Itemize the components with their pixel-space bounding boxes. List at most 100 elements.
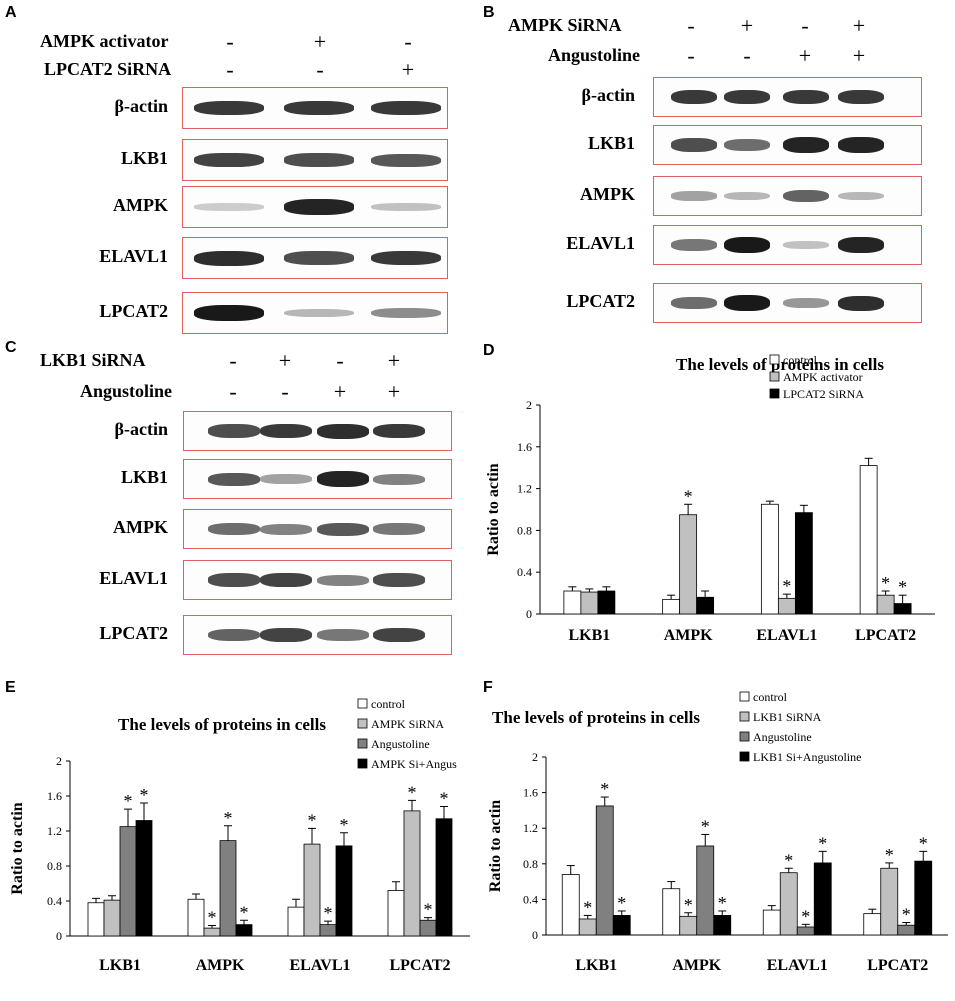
blot-band (371, 250, 441, 266)
significance-marker: * (784, 850, 793, 870)
legend-swatch (357, 718, 368, 729)
legend-label: control (371, 697, 406, 711)
western-blot-panel-b: B AMPK SiRNA - + - + Angustoline - - + + β-actin LKB… (480, 0, 955, 335)
blot-band (284, 251, 354, 265)
blot-band (260, 474, 312, 484)
significance-marker: * (919, 833, 928, 853)
blot-strip (182, 292, 448, 334)
treatment-sign: + (852, 13, 866, 38)
treatment-label: Angustoline (80, 381, 173, 401)
blot-strip (183, 560, 452, 600)
category-label: AMPK (672, 957, 721, 974)
treatment-label: AMPK SiRNA (508, 15, 622, 35)
blot-band (317, 522, 369, 536)
panel-label: D (483, 342, 495, 359)
y-tick-label: 1.2 (47, 824, 62, 838)
legend-swatch (739, 691, 750, 702)
y-tick-label: 2 (532, 750, 538, 764)
y-tick-label: 0.8 (47, 859, 62, 873)
blot-band (284, 308, 354, 318)
blot-strip (183, 615, 452, 655)
y-tick-label: 0.4 (47, 894, 62, 908)
chart-title: The levels of proteins in cells (118, 715, 326, 734)
significance-marker: * (885, 845, 894, 865)
significance-marker: * (224, 808, 233, 828)
significance-marker: * (440, 789, 449, 809)
blot-strip (183, 459, 452, 499)
protein-row-label: ELAVL1 (99, 246, 168, 266)
blot-strip (653, 77, 922, 117)
protein-row-label: ELAVL1 (566, 233, 635, 253)
treatment-sign: - (687, 13, 695, 38)
bar (235, 924, 253, 937)
chart-svg: E The levels of proteins in cells 0 0.4 0.8 1… (5, 679, 470, 974)
legend-label: Angustoline (371, 737, 430, 751)
bar (880, 867, 899, 936)
blot-band (194, 305, 264, 321)
bar (679, 915, 698, 936)
blot-band (317, 471, 369, 487)
blot-band (671, 191, 717, 201)
bar (813, 862, 832, 936)
treatment-sign: + (387, 348, 401, 373)
blot-strip (182, 237, 448, 279)
legend-swatch (739, 711, 750, 722)
legend-swatch (739, 751, 750, 762)
bar (760, 503, 779, 615)
treatment-sign: - (801, 13, 809, 38)
y-tick-label: 1.2 (517, 482, 532, 496)
significance-marker: * (408, 782, 417, 802)
treatment-sign: - (404, 29, 412, 54)
y-tick-label: 1.6 (523, 786, 538, 800)
category-label: LKB1 (575, 957, 617, 974)
bar (696, 596, 715, 615)
blot-strip (182, 139, 448, 181)
treatment-label: Angustoline (548, 45, 641, 65)
treatment-sign: + (333, 379, 347, 404)
blot-band (284, 100, 354, 116)
protein-row-label: LPCAT2 (566, 291, 635, 311)
blot-band (194, 250, 264, 266)
treatment-label: AMPK activator (40, 31, 169, 51)
blot-band (838, 89, 884, 105)
bar (580, 591, 599, 615)
blot-band (260, 628, 312, 642)
y-tick-label: 1.6 (517, 440, 532, 454)
blot-band (373, 423, 425, 439)
blot-strip (182, 87, 448, 129)
protein-row-label: LKB1 (587, 133, 635, 153)
y-tick-label: 2 (56, 754, 62, 768)
significance-marker: * (583, 897, 592, 917)
bar (897, 924, 916, 936)
bar (303, 843, 321, 937)
chart-title: The levels of proteins in cells (492, 708, 700, 727)
y-tick-label: 1.2 (523, 821, 538, 835)
legend-label: LKB1 SiRNA (753, 710, 822, 724)
chart-svg: F The levels of proteins in cells 0 0.4 0.8 1… (483, 679, 948, 974)
blot-band (260, 573, 312, 587)
bar (762, 909, 781, 936)
y-axis-label: Ratio to actin (487, 800, 504, 893)
blot-band (317, 629, 369, 641)
legend-label: control (783, 353, 818, 367)
legend-label: AMPK Si+Angus (371, 757, 457, 771)
legend-label: LPCAT2 SiRNA (783, 387, 864, 401)
bar (794, 512, 813, 615)
treatment-sign: - (226, 29, 234, 54)
significance-marker: * (782, 576, 791, 596)
bar (696, 845, 715, 936)
blot-band (671, 297, 717, 309)
blot-band (371, 203, 441, 211)
western-blot-panel-c: C LKB1 SiRNA - + - + Angustoline - - + + β-actin LKB… (0, 337, 470, 665)
bar (876, 594, 895, 615)
blot-band (724, 89, 770, 105)
significance-marker: * (208, 908, 217, 928)
blot-band (194, 100, 264, 116)
category-label: ELAVL1 (289, 957, 350, 974)
chart-svg: D The levels of proteins in cells 0 0.4 0.8 1… (483, 342, 935, 644)
bar (796, 926, 815, 936)
y-axis-label: Ratio to actin (485, 463, 502, 556)
blot-strip (653, 125, 922, 165)
treatment-sign: - (226, 57, 234, 82)
blot-strip (183, 411, 452, 451)
